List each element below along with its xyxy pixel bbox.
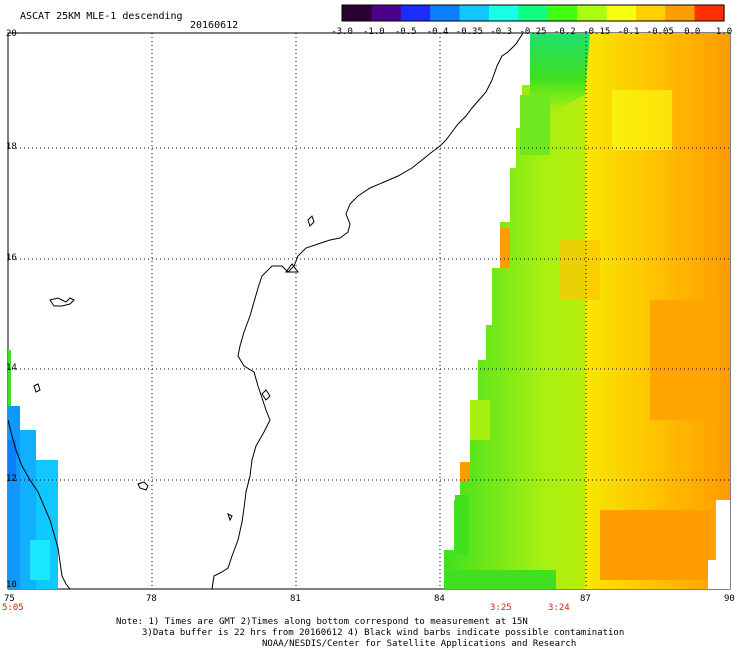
y-tick-label: 20 xyxy=(6,29,17,39)
colorbar-label: 1.0 xyxy=(715,27,733,37)
y-tick-label: 18 xyxy=(6,142,17,152)
colorbar-swatch xyxy=(342,5,372,21)
y-tick-label: 10 xyxy=(6,580,17,590)
colorbar-outline xyxy=(341,4,725,22)
colorbar-swatch xyxy=(577,5,608,21)
y-tick-label: 16 xyxy=(6,253,17,263)
colorbar-swatch xyxy=(518,5,549,21)
colorbar-label: -3.0 xyxy=(331,27,353,37)
colorbar-label: -1.0 xyxy=(363,27,385,37)
colorbar-label: -0.1 xyxy=(617,27,640,37)
x-tick-label: 78 xyxy=(146,594,157,604)
colorbar-swatch xyxy=(606,5,637,21)
colorbar-label: -0.2 xyxy=(554,27,576,37)
note-line-3: NOAA/NESDIS/Center for Satellite Applica… xyxy=(262,639,577,649)
colorbar-swatch xyxy=(635,5,666,21)
colorbar-swatch xyxy=(547,5,578,21)
colorbar-label: -0.35 xyxy=(455,27,483,37)
note-line-1: Note: 1) Times are GMT 2)Times along bot… xyxy=(116,617,528,627)
colorbar-swatch xyxy=(400,5,431,21)
x-tick-label: 81 xyxy=(290,594,301,604)
time-mark: 5:05 xyxy=(2,603,24,613)
colorbar-label: -0.3 xyxy=(490,27,513,37)
colorbar-swatch xyxy=(665,5,696,21)
y-tick-label: 14 xyxy=(6,363,17,373)
coastline xyxy=(7,32,524,590)
colorbar-label: -0.5 xyxy=(394,27,417,37)
colorbar-label: -0.05 xyxy=(646,27,674,37)
note-line-2: 3)Data buffer is 22 hrs from 20160612 4)… xyxy=(142,628,625,638)
x-tick-label: 90 xyxy=(724,594,735,604)
time-mark: 3:24 xyxy=(548,603,570,613)
map-date: 20160612 xyxy=(190,20,239,31)
colorbar-swatch xyxy=(488,5,519,21)
colorbar-label: -0.4 xyxy=(426,27,449,37)
colorbar-swatch xyxy=(694,5,725,21)
colorbar xyxy=(341,4,725,22)
map-title: ASCAT 25KM MLE-1 descending xyxy=(20,11,183,22)
colorbar-label: -0.25 xyxy=(519,27,547,37)
grid-lines xyxy=(8,33,730,589)
colorbar-swatch xyxy=(459,5,490,21)
colorbar-swatch xyxy=(371,5,402,21)
x-tick-label: 87 xyxy=(580,594,591,604)
x-tick-label: 75 xyxy=(4,594,15,604)
east-swath xyxy=(444,33,730,589)
time-mark: 3:25 xyxy=(490,603,512,613)
colorbar-label: -0.15 xyxy=(583,27,611,37)
y-tick-label: 12 xyxy=(6,474,17,484)
colorbar-label: 0.0 xyxy=(684,27,701,37)
x-tick-label: 84 xyxy=(434,594,445,604)
colorbar-swatch xyxy=(430,5,461,21)
